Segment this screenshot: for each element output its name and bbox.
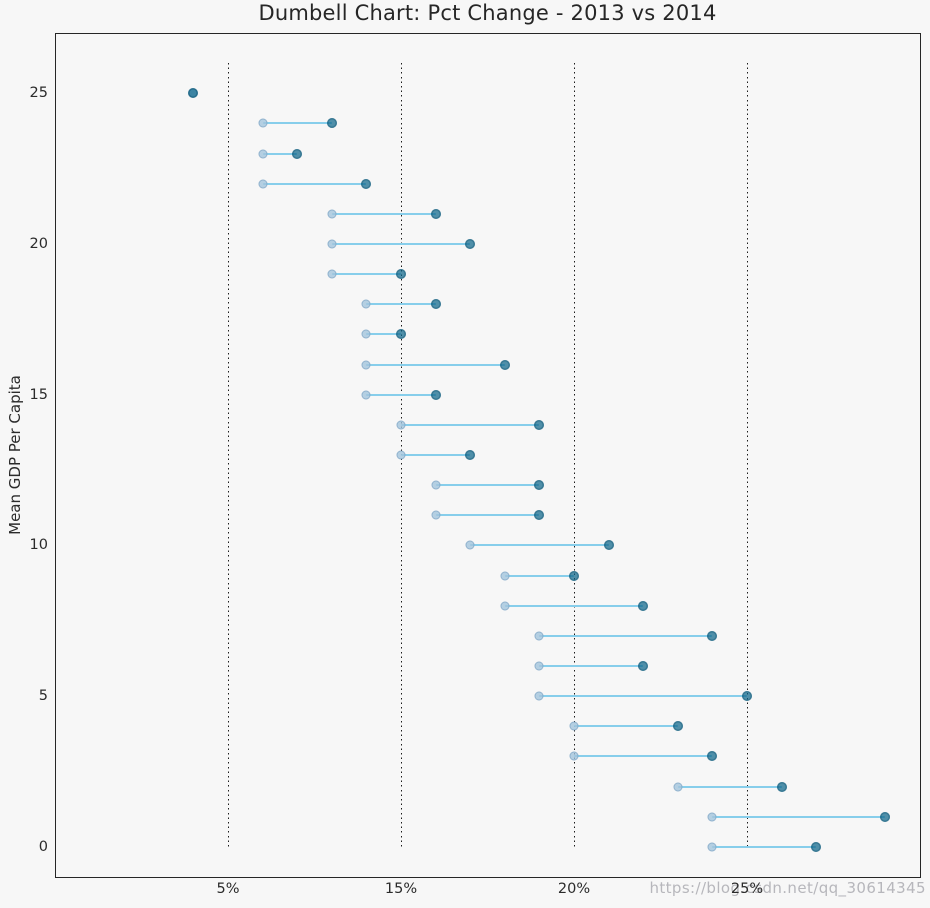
chart-title: Dumbell Chart: Pct Change - 2013 vs 2014 [258, 1, 717, 25]
dot-pct-2013 [534, 419, 545, 430]
dot-pct-2013 [534, 480, 545, 491]
dumbbell-connector [366, 363, 505, 366]
dot-pct-2013 [430, 299, 441, 310]
dumbbell-connector [435, 484, 540, 487]
dumbbell-connector [401, 454, 471, 456]
gridline [227, 63, 229, 847]
dot-pct-2014 [534, 631, 544, 641]
dot-pct-2013 [672, 721, 683, 732]
dot-pct-2014 [258, 179, 268, 189]
dot-pct-2013 [326, 118, 337, 129]
dumbbell-connector [262, 182, 367, 185]
dot-pct-2014 [327, 239, 337, 249]
dot-pct-2014 [707, 842, 717, 852]
dot-pct-2013 [707, 630, 718, 641]
dumbbell-connector [401, 423, 540, 426]
y-tick-label: 20 [29, 236, 48, 252]
dumbbell-connector [366, 333, 401, 336]
dumbbell-connector [435, 514, 540, 517]
dumbbell-connector [539, 695, 747, 698]
dot-pct-2013 [707, 751, 718, 762]
x-tick-label: 25% [730, 881, 764, 897]
dot-pct-2014 [431, 480, 441, 490]
dumbbell-connector [331, 273, 401, 276]
dot-pct-2014 [431, 510, 441, 520]
plot-area [55, 33, 921, 878]
dot-pct-2013 [880, 811, 891, 822]
dumbbell-connector [539, 665, 644, 667]
y-tick-label: 15 [29, 386, 48, 403]
dot-pct-2013 [396, 269, 406, 280]
dot-pct-2013 [742, 691, 752, 702]
dot-pct-2013 [188, 88, 199, 99]
dot-pct-2014 [534, 661, 544, 671]
dumbbell-connector [470, 544, 609, 547]
dumbbell-connector [366, 393, 436, 396]
dot-pct-2014 [327, 209, 337, 219]
dot-pct-2014 [534, 691, 544, 701]
x-tick-label: 20% [557, 881, 591, 897]
dot-pct-2013 [638, 661, 649, 671]
y-tick-label: 10 [29, 537, 48, 554]
dot-pct-2014 [258, 118, 268, 128]
dot-pct-2013 [292, 148, 303, 159]
dot-pct-2014 [327, 269, 337, 279]
dot-pct-2014 [569, 721, 579, 731]
y-tick-label: 5 [38, 688, 48, 705]
dot-pct-2013 [534, 510, 545, 521]
dot-pct-2014 [396, 450, 406, 460]
dumbbell-connector [712, 845, 817, 848]
dot-pct-2013 [396, 329, 406, 340]
dumbbell-connector [677, 785, 782, 788]
dumbbell-connector [366, 303, 436, 306]
dot-pct-2013 [430, 389, 441, 400]
dot-pct-2013 [811, 841, 822, 852]
dumbbell-connector [262, 122, 332, 125]
dot-pct-2014 [707, 812, 717, 822]
gridline [573, 63, 575, 847]
dot-pct-2014 [396, 420, 406, 430]
dumbbell-connector [504, 574, 574, 577]
dot-pct-2014 [361, 360, 371, 370]
dot-pct-2014 [500, 571, 510, 581]
x-tick-label: 15% [384, 881, 418, 897]
dot-pct-2014 [361, 329, 371, 339]
x-tick-label: 5% [216, 881, 240, 897]
dot-pct-2014 [673, 782, 683, 792]
dumbbell-connector [574, 755, 713, 758]
dot-pct-2013 [465, 239, 476, 249]
dot-pct-2014 [500, 601, 510, 611]
dumbbell-connector [539, 634, 713, 637]
dot-pct-2014 [465, 540, 475, 550]
dot-pct-2013 [776, 781, 787, 792]
dot-pct-2014 [569, 751, 579, 761]
dot-pct-2013 [465, 450, 476, 460]
dot-pct-2014 [258, 149, 268, 159]
dumbbell-connector [504, 604, 644, 607]
dumbbell-connector [262, 152, 298, 155]
dumbbell-connector [574, 725, 678, 728]
dot-pct-2013 [569, 570, 579, 581]
gridline [746, 63, 748, 847]
dumbbell-connector [712, 815, 886, 818]
y-tick-label: 25 [29, 85, 48, 102]
y-tick-label: 0 [38, 838, 48, 855]
dot-pct-2013 [361, 178, 372, 189]
watermark: https://blog.csdn.net/qq_30614345 [649, 879, 926, 897]
dumbbell-connector [331, 212, 436, 215]
dot-pct-2013 [603, 540, 614, 551]
dot-pct-2014 [361, 299, 371, 309]
dot-pct-2013 [638, 600, 649, 611]
dumbbell-connector [331, 243, 471, 245]
dot-pct-2013 [430, 208, 441, 219]
dot-pct-2014 [361, 390, 371, 400]
dot-pct-2013 [499, 359, 510, 370]
